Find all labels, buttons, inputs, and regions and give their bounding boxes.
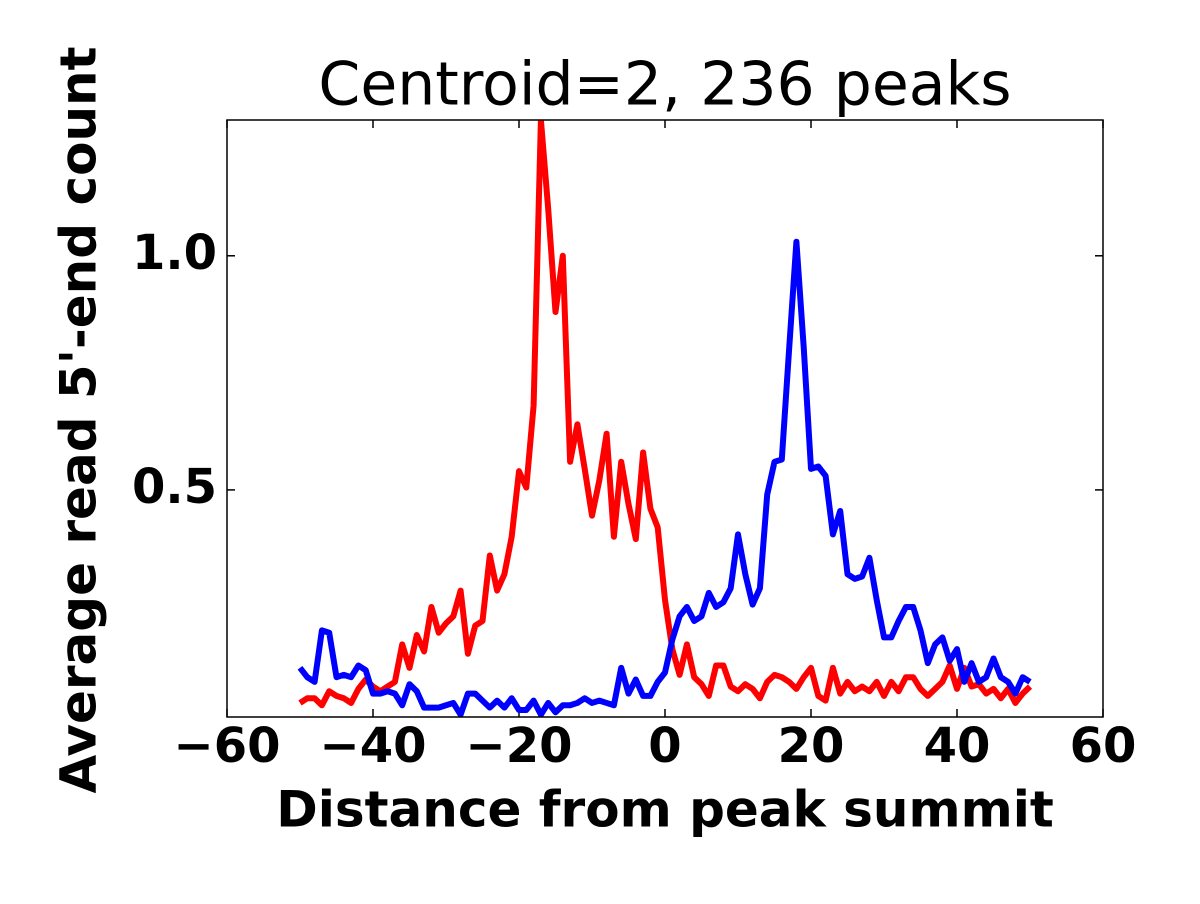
x-tick-label: −60: [173, 718, 280, 774]
data-line: [298, 120, 1033, 709]
x-tick-label: 60: [1070, 718, 1137, 774]
x-axis-label: Distance from peak summit: [276, 781, 1054, 839]
x-tick-label: −20: [465, 718, 572, 774]
y-tick-label: 0.5: [132, 459, 217, 515]
x-tick-label: 40: [924, 718, 991, 774]
x-tick-label: 0: [648, 718, 681, 774]
plot-frame: [226, 119, 1104, 718]
x-tick-label: −40: [319, 718, 426, 774]
data-line: [297, 238, 1032, 717]
x-tick-label: 20: [778, 718, 845, 774]
chart-title: Centroid=2, 236 peaks: [318, 50, 1011, 120]
y-axis-label: Average read 5'-end count: [50, 46, 108, 793]
y-tick-label: 1.0: [132, 225, 217, 281]
